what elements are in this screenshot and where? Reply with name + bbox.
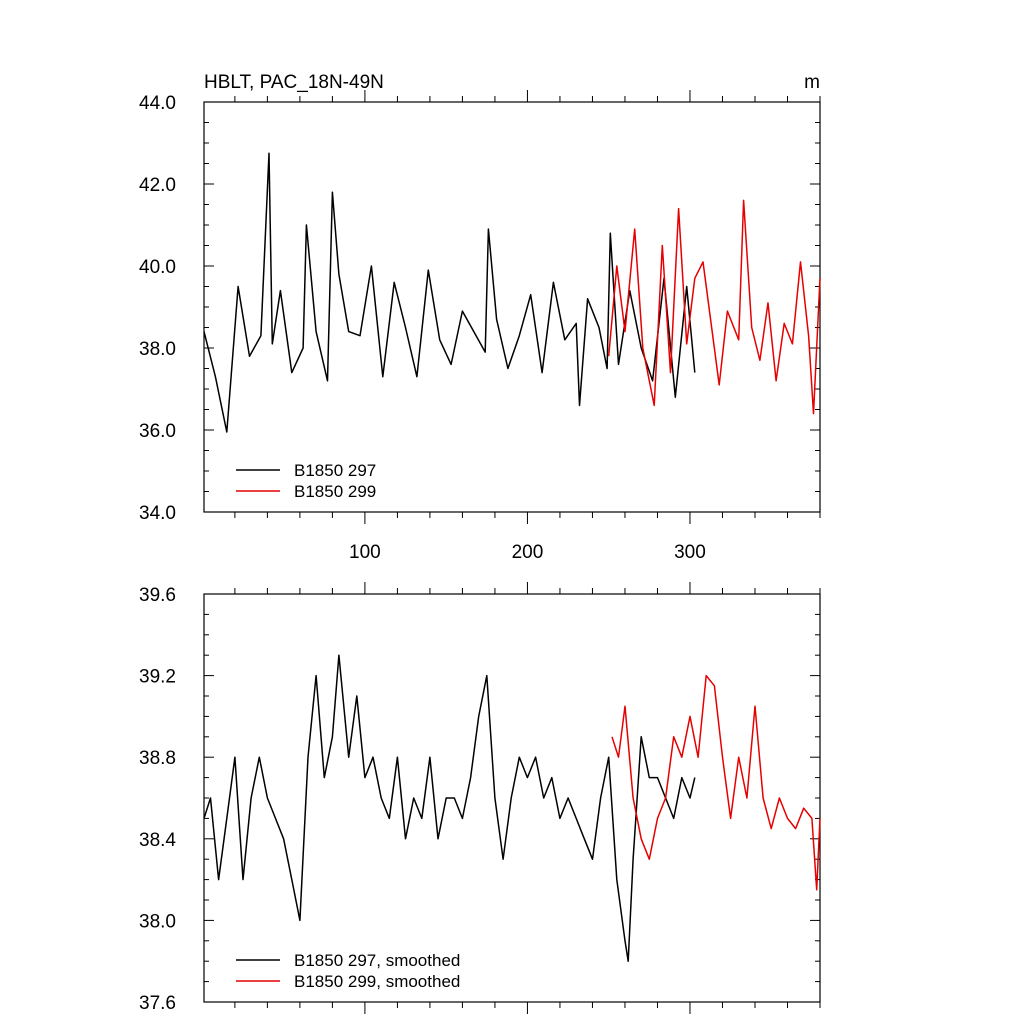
series-line-red [611, 674, 821, 891]
y-tick-label: 37.6 [139, 993, 176, 1014]
y-tick-label: 38.4 [139, 830, 176, 851]
y-tick-label: 34.0 [139, 503, 176, 524]
legend-entry: B1850 297, smoothed [294, 951, 460, 970]
x-tick-label: 200 [512, 542, 544, 563]
x-tick-label: 300 [674, 542, 706, 563]
y-tick-label: 38.0 [139, 339, 176, 360]
series-line-black [203, 654, 696, 962]
y-tick-label: 39.2 [139, 667, 176, 688]
plot-frame [203, 101, 821, 513]
bottom-panel: 37.6 38.0 38.4 38.8 39.2 39.6 B1850 297, smoot… [139, 582, 821, 1014]
y-tick-label: 44.0 [139, 93, 176, 114]
y-tick-label: 38.8 [139, 748, 176, 769]
chart-title: HBLT, PAC_18N-49N [204, 72, 384, 93]
y-tick-label: 36.0 [139, 421, 176, 442]
y-tick-label: 38.0 [139, 911, 176, 932]
legend-entry: B1850 297 [294, 461, 376, 480]
y-tick-label: 39.6 [139, 585, 176, 606]
legend-entry: B1850 299 [294, 482, 376, 501]
legend-entry: B1850 299, smoothed [294, 972, 460, 991]
y-tick-label: 42.0 [139, 175, 176, 196]
units-label: m [804, 72, 820, 93]
y-tick-label: 40.0 [139, 257, 176, 278]
top-panel: 34.0 36.0 38.0 40.0 42.0 44.0 100 200 300 HBLT, P… [139, 72, 821, 563]
x-tick-label: 100 [349, 542, 381, 563]
series-line-red [607, 199, 821, 415]
series-line-black [203, 152, 696, 433]
